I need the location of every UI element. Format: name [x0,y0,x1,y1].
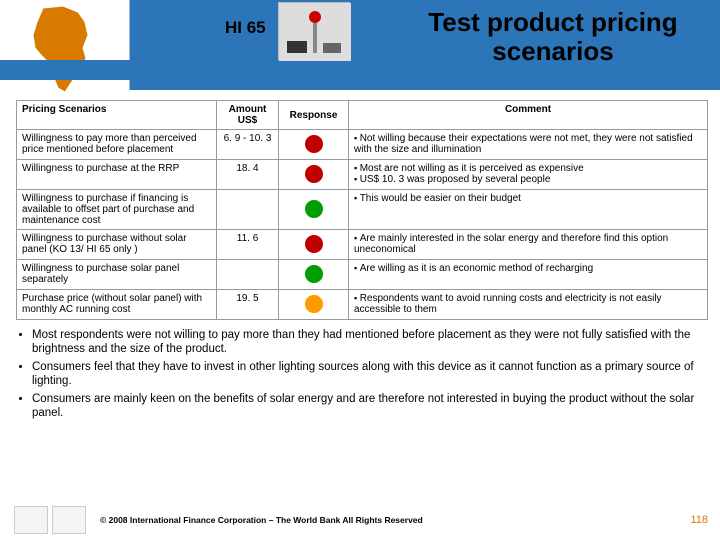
cell-comment: Not willing because their expectations w… [349,130,708,160]
africa-map-icon [8,0,118,100]
cell-comment: Are mainly interested in the solar energ… [349,230,708,260]
summary-bullet-item: Consumers are mainly keen on the benefit… [32,392,706,421]
cell-comment: Most are not willing as it is perceived … [349,160,708,190]
cell-scenario: Willingness to purchase solar panel sepa… [17,260,217,290]
copyright-text: © 2008 International Finance Corporation… [100,515,690,525]
col-header-amount: Amount US$ [217,101,279,130]
cell-response [279,230,349,260]
slide-body: Pricing Scenarios Amount US$ Response Co… [16,100,708,423]
worldbank-logo-icon [52,506,86,534]
summary-bullet-item: Consumers feel that they have to invest … [32,360,706,389]
slide-footer: © 2008 International Finance Corporation… [14,506,708,534]
cell-response [279,130,349,160]
response-dot-icon [305,200,323,218]
product-code: HI 65 [225,18,266,38]
cell-scenario: Willingness to purchase at the RRP [17,160,217,190]
cell-scenario: Purchase price (without solar panel) wit… [17,290,217,320]
summary-bullets: Most respondents were not willing to pay… [18,328,706,420]
cell-amount [217,190,279,230]
table-row: Willingness to purchase without solar pa… [17,230,708,260]
table-row: Willingness to pay more than perceived p… [17,130,708,160]
response-dot-icon [305,235,323,253]
cell-comment: Respondents want to avoid running costs … [349,290,708,320]
summary-bullet-item: Most respondents were not willing to pay… [32,328,706,357]
slide-title: Test product pricing scenarios [398,8,708,65]
pricing-table: Pricing Scenarios Amount US$ Response Co… [16,100,708,320]
cell-comment: This would be easier on their budget [349,190,708,230]
slide-header: HI 65 Test product pricing scenarios [0,0,720,90]
table-row: Willingness to purchase if financing is … [17,190,708,230]
col-header-scenario: Pricing Scenarios [17,101,217,130]
cell-response [279,190,349,230]
col-header-comment: Comment [349,101,708,130]
cell-scenario: Willingness to purchase without solar pa… [17,230,217,260]
cell-amount: 18. 4 [217,160,279,190]
cell-amount: 11. 6 [217,230,279,260]
cell-amount: 6. 9 - 10. 3 [217,130,279,160]
cell-response [279,260,349,290]
response-dot-icon [305,265,323,283]
cell-scenario: Willingness to pay more than perceived p… [17,130,217,160]
response-dot-icon [305,135,323,153]
cell-amount [217,260,279,290]
table-row: Willingness to purchase at the RRP18. 4 M… [17,160,708,190]
ifc-logo-icon [14,506,48,534]
response-dot-icon [305,165,323,183]
table-row: Willingness to purchase solar panel sepa… [17,260,708,290]
cell-amount: 19. 5 [217,290,279,320]
table-header-row: Pricing Scenarios Amount US$ Response Co… [17,101,708,130]
product-photo-placeholder [278,2,350,60]
response-dot-icon [305,295,323,313]
page-number: 118 [690,514,708,526]
cell-scenario: Willingness to purchase if financing is … [17,190,217,230]
col-header-response: Response [279,101,349,130]
table-row: Purchase price (without solar panel) wit… [17,290,708,320]
cell-response [279,160,349,190]
cell-response [279,290,349,320]
cell-comment: Are willing as it is an economic method … [349,260,708,290]
